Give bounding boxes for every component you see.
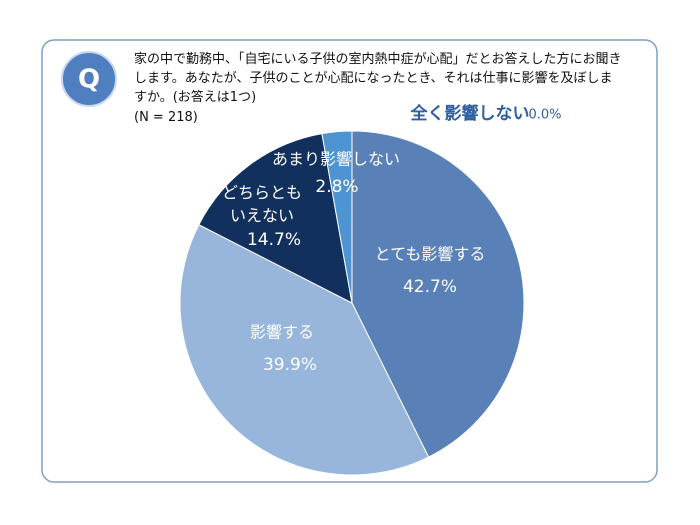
value-label: 42.7% <box>403 277 457 297</box>
slice-label: どちらともいえない <box>222 183 302 225</box>
value-label: 39.9% <box>263 355 317 375</box>
badge-circle <box>61 51 117 107</box>
slice-label: 全く影響しない <box>410 103 530 124</box>
slice-label: 影響する <box>250 323 314 342</box>
pie-slice <box>351 130 525 458</box>
value-label: 2.8% <box>315 177 358 197</box>
badge-text: Q <box>78 65 100 95</box>
slice-label: とても影響する <box>375 245 486 264</box>
sample-size: (N = 218) <box>134 110 198 125</box>
question: 家の中で勤務中、「自宅にいる子供の室内熱中症が心配」だとお答えした方にお聞きしま… <box>134 52 622 105</box>
pie-slice <box>198 133 353 304</box>
slice-label: あまり影響しない <box>272 150 400 169</box>
value-label: 14.7% <box>247 230 301 250</box>
pie-slice <box>179 224 430 476</box>
value-label: 0.0% <box>528 108 561 123</box>
pie-slice <box>321 130 353 304</box>
